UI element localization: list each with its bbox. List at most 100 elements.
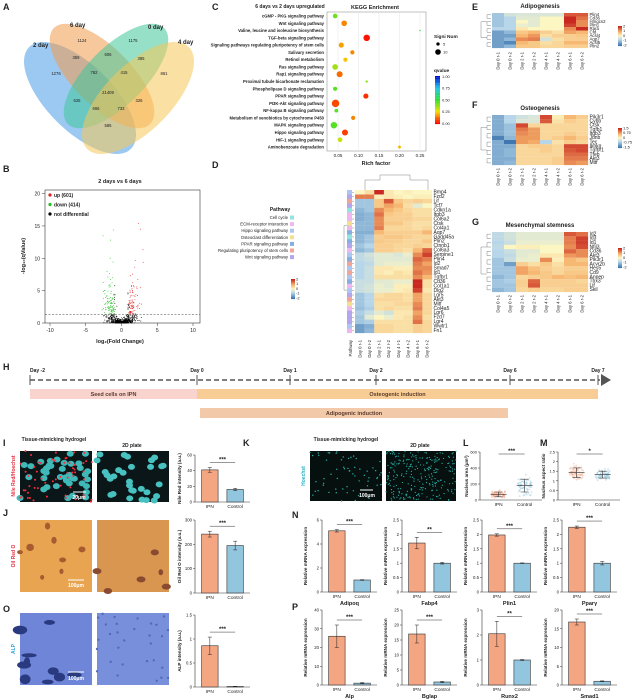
volcano-point — [127, 293, 129, 295]
data-point — [518, 481, 521, 484]
data-point — [499, 492, 502, 495]
colorbar-segment — [618, 28, 622, 30]
heatmap-cell — [422, 310, 433, 316]
heatmap-cell — [540, 127, 553, 132]
volcano-point — [127, 306, 129, 308]
column-label: Day 2 r-2 — [386, 339, 391, 357]
volcano-point — [128, 316, 130, 318]
heatmap-cell — [504, 244, 517, 250]
colorbar-segment — [618, 130, 622, 132]
volcano-point — [132, 317, 134, 319]
heatmap-cell — [564, 148, 577, 153]
volcano-point — [127, 308, 129, 310]
pathway-legend-label: Cell cycle — [270, 215, 289, 220]
lipid-droplet — [82, 470, 85, 473]
heatmap-cell — [516, 148, 529, 153]
gene-label: Cd36 — [434, 279, 446, 285]
nucleus — [435, 460, 437, 462]
volcano-point — [119, 321, 121, 323]
nucleus — [398, 492, 400, 494]
gene-label: Fn1 — [434, 328, 443, 334]
lipid-stain — [78, 546, 86, 553]
heatmap-cell — [393, 198, 404, 204]
colorbar-segment — [291, 285, 295, 287]
pathway-label: PI3K-Akt signaling pathway — [269, 101, 325, 106]
heatmap-cell — [403, 194, 413, 200]
volcano-point — [134, 315, 136, 317]
volcano-point — [111, 311, 113, 313]
lipid-droplet — [73, 468, 76, 471]
data-point — [573, 465, 576, 468]
heatmap-cell — [412, 225, 423, 231]
lipid-droplet — [66, 471, 69, 474]
nucleus — [394, 456, 397, 458]
heatmap-cell — [516, 37, 529, 42]
data-point — [607, 468, 610, 470]
kegg-dot — [330, 121, 338, 129]
heatmap-cell — [552, 37, 565, 42]
volcano-point — [127, 322, 128, 323]
nucleus — [82, 489, 90, 496]
colorbar-label: -2 — [623, 264, 627, 269]
volcano-point — [109, 300, 111, 302]
heatmap-cell — [540, 34, 553, 38]
data-point — [598, 469, 600, 471]
data-point — [577, 468, 579, 471]
pathway-annotation — [347, 315, 352, 320]
heatmap-cell — [383, 212, 394, 217]
heatmap-cell — [412, 230, 423, 235]
y-tick-label: 40 — [314, 608, 319, 613]
heatmap-cell — [412, 319, 423, 325]
nucleus — [400, 488, 402, 490]
colorbar-segment — [435, 106, 440, 108]
heatmap-cell — [504, 30, 517, 35]
heatmap-cell — [564, 240, 577, 245]
heatmap-cell — [552, 34, 565, 38]
nucleus — [393, 490, 395, 493]
volcano-point — [111, 305, 113, 307]
y-tick-label: 2.5 — [549, 450, 555, 455]
volcano-point — [113, 298, 115, 300]
nucleus — [419, 480, 421, 483]
nucleus — [429, 458, 431, 461]
venn-region-count: 861 — [161, 71, 169, 76]
heatmap-cell — [540, 131, 553, 136]
colorbar-segment — [618, 35, 622, 37]
significance-label: *** — [346, 615, 354, 621]
heatmap-cell — [364, 324, 375, 329]
heatmap-cell — [540, 140, 553, 145]
heatmap-cell — [364, 265, 375, 271]
lipid-droplet — [66, 476, 69, 479]
data-point — [491, 492, 494, 495]
nucleus — [352, 455, 355, 457]
heatmap-cell — [412, 221, 423, 226]
volcano-point — [114, 316, 116, 318]
heatmap-cell — [364, 252, 375, 258]
data-point — [498, 492, 501, 495]
gene-label: Col6a2 — [434, 216, 450, 222]
nucleus — [393, 463, 395, 465]
volcano-point — [134, 314, 136, 316]
volcano-point — [136, 286, 138, 288]
venn-region-count: 782 — [91, 70, 99, 75]
nucleus — [403, 498, 405, 500]
nucleus — [389, 467, 392, 469]
kegg-plot-area — [326, 11, 427, 152]
nucleus — [372, 467, 374, 469]
heatmap-cell — [528, 44, 541, 49]
lipid-droplet — [26, 491, 29, 494]
data-point — [496, 495, 499, 497]
heatmap-cell — [422, 190, 433, 195]
data-point — [572, 473, 575, 476]
pathway-legend-swatch — [290, 228, 294, 233]
alp-stain — [108, 632, 112, 636]
nucleus — [412, 454, 414, 456]
dendrogram — [486, 42, 491, 47]
heatmap-cell — [383, 310, 394, 316]
nucleus — [424, 488, 427, 490]
heatmap-cell — [492, 262, 505, 267]
nucleus — [347, 457, 350, 460]
volcano-point — [134, 322, 136, 324]
heatmap-cell — [364, 283, 375, 289]
heatmap-cell — [516, 152, 529, 157]
